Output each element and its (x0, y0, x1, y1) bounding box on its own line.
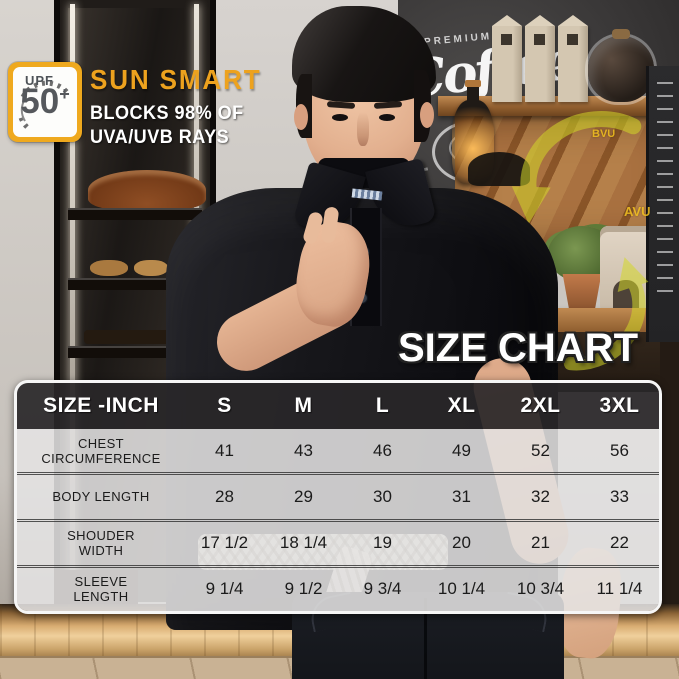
cell-value: 31 (452, 486, 471, 506)
row-label-line: BODY LENGTH (52, 489, 150, 505)
header-size-3xl: 3XL (599, 394, 640, 417)
upf-plus-sign: + (59, 84, 70, 104)
upf-50-badge: UPF 50+ (8, 62, 82, 142)
cell-value: 30 (373, 486, 392, 506)
upf-number: 50 (20, 82, 60, 121)
row-label-line: LENGTH (73, 589, 129, 605)
right-edge-dark-area (660, 334, 679, 610)
sun-smart-title: SUN SMART (90, 64, 262, 95)
size-chart-header-row: SIZE -INCH S M L XL 2XL 3XL (17, 383, 659, 429)
row-label-line: SLEEVE (74, 574, 128, 590)
row-label: SLEEVE LENGTH (17, 574, 185, 604)
row-label-line: CHEST (77, 435, 125, 451)
carton-label-square (567, 34, 578, 45)
milk-carton (525, 15, 555, 102)
header-size-2xl: 2XL (520, 394, 561, 417)
cell-value: 46 (373, 440, 392, 460)
cell-value: 10 1/4 (437, 579, 486, 599)
watermark-text-bvu: BVU (592, 128, 616, 140)
cell-value: 10 3/4 (516, 579, 565, 599)
sun-smart-claims: SUN SMART BLOCKS 98% OF UVA/UVB RAYS (90, 64, 320, 150)
cell-value: 20 (452, 533, 471, 553)
pants-seam (424, 598, 427, 679)
cell-value: 9 3/4 (363, 579, 402, 599)
size-chart-body: CHEST CIRCUMFERENCE 41 43 46 49 52 56 BO… (17, 429, 659, 611)
case-light-strip (70, 4, 75, 584)
cell-value: 11 1/4 (596, 579, 643, 599)
cell-value: 43 (294, 440, 313, 460)
cell-value: 33 (610, 486, 629, 506)
header-size-xl: XL (447, 394, 476, 417)
carton-label-square (534, 34, 545, 45)
cell-value: 9 1/2 (284, 579, 323, 599)
header-size-m: M (294, 394, 313, 417)
carton-label-square (501, 34, 512, 45)
model-ear (420, 102, 434, 128)
row-label: SHOUDER WIDTH (17, 528, 185, 558)
upf-label: UPF (25, 73, 54, 88)
row-label-line: WIDTH (78, 543, 124, 559)
milk-carton (558, 15, 588, 102)
bread-loaf (88, 170, 206, 210)
milk-carton (492, 15, 522, 102)
table-row-body-length: BODY LENGTH 28 29 30 31 32 33 (17, 472, 659, 519)
model-ear (294, 104, 308, 130)
header-unit-cell: SIZE -INCH (43, 394, 159, 417)
cell-value: 17 1/2 (200, 533, 249, 553)
kettle-silhouette (468, 152, 530, 186)
cell-value: 28 (215, 486, 234, 506)
row-label-line: CIRCUMFERENCE (41, 450, 161, 466)
watermark-text-avu: AVU (624, 204, 651, 219)
glass-jar (588, 29, 654, 102)
size-chart-title: SIZE CHART (398, 326, 638, 370)
sun-smart-subtitle-line2: UVA/UVB RAYS (90, 127, 230, 148)
row-label: BODY LENGTH (17, 489, 185, 504)
cell-value: 41 (215, 440, 234, 460)
jar-lid (612, 29, 630, 39)
model-eye (332, 114, 348, 121)
menu-board (646, 66, 679, 342)
cell-value: 18 1/4 (279, 533, 328, 553)
upf-value: 50+ (13, 82, 77, 122)
menu-board-text-lines (657, 82, 673, 292)
cell-value: 49 (452, 440, 471, 460)
bottle-cork (465, 80, 481, 87)
cell-value: 22 (610, 533, 629, 553)
table-row-chest: CHEST CIRCUMFERENCE 41 43 46 49 52 56 (17, 429, 659, 473)
cell-value: 21 (531, 533, 550, 553)
header-size-l: L (375, 394, 390, 417)
cell-value: 56 (610, 440, 629, 460)
case-shelf (68, 208, 202, 220)
table-row-sleeve-length: SLEEVE LENGTH 9 1/4 9 1/2 9 3/4 10 1/4 1… (17, 564, 659, 611)
model-eye (379, 114, 395, 121)
size-chart-table: SIZE -INCH S M L XL 2XL 3XL CHEST CIRCUM… (14, 380, 662, 614)
cell-value: 52 (531, 440, 550, 460)
plant-pot (562, 274, 602, 308)
pastry (134, 260, 168, 276)
row-label-line: SHOUDER (67, 528, 135, 544)
cell-value: 19 (373, 533, 392, 553)
cell-value: 29 (294, 486, 313, 506)
table-row-shoulder-width: SHOUDER WIDTH 17 1/2 18 1/4 19 20 21 22 (17, 518, 659, 565)
recycle-arrow-watermark (563, 257, 649, 371)
recycle-arrow-watermark (511, 111, 642, 224)
header-size-s: S (217, 394, 232, 417)
row-label: CHEST CIRCUMFERENCE (17, 436, 185, 466)
cell-value: 9 1/4 (205, 579, 244, 599)
cell-value: 32 (531, 486, 550, 506)
sun-smart-subtitle: BLOCKS 98% OF UVA/UVB RAYS (90, 102, 309, 150)
sun-smart-subtitle-line1: BLOCKS 98% OF (90, 103, 244, 124)
bottle-neck (467, 86, 479, 102)
upf-badge-inner: UPF 50+ (13, 67, 77, 137)
pastry (90, 260, 128, 276)
sun-ray-ticks-icon (17, 80, 72, 129)
model-nose (357, 112, 369, 146)
